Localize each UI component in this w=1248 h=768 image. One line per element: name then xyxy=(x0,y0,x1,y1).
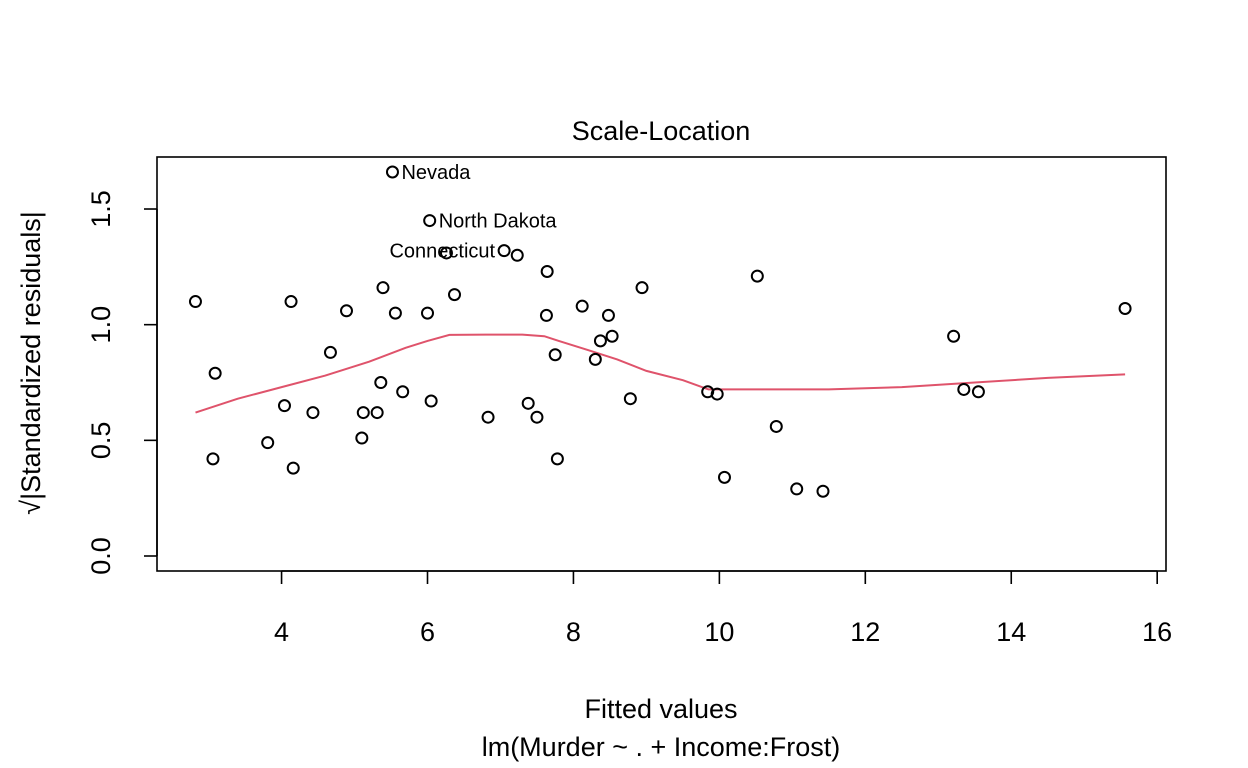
data-point xyxy=(206,452,220,466)
data-point xyxy=(971,385,985,399)
data-point xyxy=(421,306,434,320)
data-point xyxy=(717,470,731,484)
data-point xyxy=(396,385,410,399)
data-point xyxy=(816,484,830,498)
data-point xyxy=(521,396,535,410)
data-point xyxy=(356,406,370,420)
data-point xyxy=(261,436,275,450)
data-point xyxy=(277,399,291,413)
points-layer xyxy=(188,165,1132,498)
point-label: Connecticut xyxy=(389,241,495,263)
data-point xyxy=(497,244,511,258)
data-point xyxy=(424,394,438,408)
data-point xyxy=(323,345,337,359)
data-point xyxy=(439,246,453,260)
data-point xyxy=(447,288,461,302)
data-point xyxy=(539,308,553,322)
data-point xyxy=(306,406,320,420)
data-point xyxy=(355,431,369,445)
x-tick-label: 16 xyxy=(1142,617,1172,647)
data-point xyxy=(1118,301,1132,315)
data-point xyxy=(601,308,615,322)
point-labels-layer: Nevada North Dakota Connecticut xyxy=(389,162,557,263)
y-tick-label: 0.0 xyxy=(86,537,116,575)
x-axis: 4 6 8 10 12 14 16 xyxy=(274,570,1172,647)
x-tick-label: 6 xyxy=(420,617,435,647)
y-axis-label: √|Standardized residuals| xyxy=(16,211,46,515)
data-point xyxy=(750,269,764,283)
y-axis: 0.0 0.5 1.0 1.5 xyxy=(86,190,158,575)
data-point xyxy=(550,452,564,466)
data-point xyxy=(510,248,524,262)
x-tick-label: 8 xyxy=(566,617,581,647)
y-tick-label: 1.5 xyxy=(86,190,116,228)
x-axis-sublabel: lm(Murder ~ . + Income:Frost) xyxy=(482,732,841,762)
data-point xyxy=(388,306,402,320)
data-point xyxy=(188,295,202,309)
data-point xyxy=(957,382,971,396)
point-label: Nevada xyxy=(401,162,471,184)
chart-title: Scale-Location xyxy=(572,116,751,146)
point-label: North Dakota xyxy=(439,211,558,233)
data-point xyxy=(575,299,589,313)
x-axis-label: Fitted values xyxy=(584,694,737,724)
x-tick-label: 12 xyxy=(850,617,880,647)
y-tick-label: 1.0 xyxy=(86,306,116,344)
data-point xyxy=(605,329,619,343)
smoother-layer xyxy=(195,333,1126,414)
data-point xyxy=(340,304,354,318)
data-point xyxy=(481,410,495,424)
data-point xyxy=(623,392,637,406)
data-point xyxy=(790,482,804,496)
data-point xyxy=(947,329,961,343)
x-tick-label: 14 xyxy=(996,617,1026,647)
smoother-line xyxy=(195,333,1126,414)
data-point xyxy=(769,419,783,433)
data-point xyxy=(540,264,554,278)
data-point xyxy=(284,295,298,309)
data-point xyxy=(374,376,388,390)
x-tick-label: 10 xyxy=(704,617,734,647)
data-point xyxy=(370,406,384,420)
y-tick-label: 0.5 xyxy=(86,422,116,460)
x-tick-label: 4 xyxy=(274,617,289,647)
data-point xyxy=(710,387,724,401)
data-point xyxy=(208,366,222,380)
data-point xyxy=(423,214,437,228)
data-point xyxy=(588,352,602,366)
data-point xyxy=(286,461,300,475)
data-point xyxy=(530,410,544,424)
data-point xyxy=(548,348,562,362)
data-point xyxy=(593,334,607,348)
data-point xyxy=(376,281,390,295)
data-point xyxy=(385,165,399,179)
data-point xyxy=(635,281,649,295)
